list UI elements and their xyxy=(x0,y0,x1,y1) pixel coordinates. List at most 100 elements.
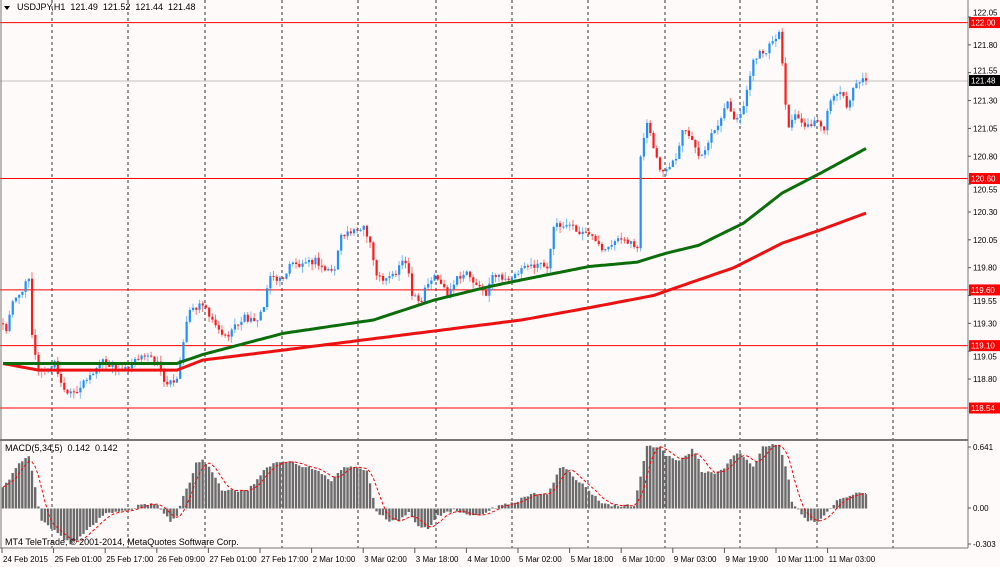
candle-body xyxy=(671,160,674,168)
candle-body xyxy=(816,120,819,122)
candle xyxy=(146,352,150,362)
macd-bar xyxy=(787,479,790,509)
candle xyxy=(861,72,864,86)
candle-body xyxy=(571,224,575,226)
ohlc-high: 121.52 xyxy=(102,2,131,12)
macd-bar xyxy=(17,463,21,509)
candle xyxy=(542,259,546,269)
macd-bar xyxy=(117,508,121,512)
macd-bar xyxy=(381,508,385,516)
macd-bar xyxy=(439,508,443,516)
candle-body xyxy=(108,364,111,367)
macd-bar xyxy=(75,508,79,541)
candle-body xyxy=(446,287,449,296)
candle xyxy=(646,119,649,144)
time-axis[interactable]: 24 Feb 2015 25 Feb 01:00 25 Feb 17:00 26 Fe… xyxy=(1,548,876,564)
macd-signal-line xyxy=(2,444,867,542)
candle xyxy=(459,271,462,284)
candle-body xyxy=(214,319,217,326)
candle xyxy=(819,119,823,132)
macd-bar xyxy=(220,490,224,509)
macd-main-value: 0.142 xyxy=(67,443,91,453)
macd-bar xyxy=(568,471,571,509)
macd-bar xyxy=(298,465,301,509)
price-axis[interactable]: 122.00 120.60 119.60 119.10 118.54 121.48 122.… xyxy=(968,9,1000,414)
level-price-label: 119.10 xyxy=(971,342,995,351)
macd-bar xyxy=(349,466,352,509)
candle xyxy=(346,226,349,240)
candle xyxy=(629,241,633,249)
candle xyxy=(76,385,79,394)
macd-bar xyxy=(584,487,588,509)
triangle-down-icon[interactable] xyxy=(4,5,10,10)
macd-bar xyxy=(307,466,311,509)
candle-body xyxy=(810,124,813,127)
macd-bar xyxy=(21,461,24,509)
candle xyxy=(729,97,732,112)
candle xyxy=(823,125,826,135)
macd-bar xyxy=(858,492,861,509)
candle xyxy=(314,255,317,269)
candle-body xyxy=(369,236,372,243)
candle-body xyxy=(797,114,800,119)
candle xyxy=(642,133,645,161)
chart-header: USDJPY,H1 121.49 121.52 121.44 121.48 xyxy=(4,2,195,13)
level-price-badge xyxy=(969,340,1000,352)
time-tick-label: 27 Feb 17:00 xyxy=(261,555,309,564)
macd-bar xyxy=(848,495,852,509)
macd-bar xyxy=(478,508,481,515)
candle xyxy=(713,129,716,134)
candle-body xyxy=(778,31,781,39)
candle xyxy=(655,145,658,159)
candle-body xyxy=(352,229,356,234)
macd-bar xyxy=(11,472,14,509)
macd-bar xyxy=(397,508,401,522)
candle xyxy=(439,274,443,285)
macd-bar xyxy=(172,508,175,519)
macd-bar xyxy=(816,508,819,522)
candle xyxy=(198,299,201,314)
candle xyxy=(858,81,861,89)
candle-body xyxy=(652,133,655,149)
candle xyxy=(5,322,8,334)
candle xyxy=(11,299,14,318)
candle-body xyxy=(317,257,320,266)
candle-body xyxy=(343,234,346,237)
candle-body xyxy=(388,276,391,279)
macd-bar xyxy=(752,466,755,509)
macd-bar xyxy=(529,493,533,509)
candle xyxy=(452,279,455,296)
candle xyxy=(375,259,378,280)
macd-bar xyxy=(14,468,18,509)
candle xyxy=(204,303,208,310)
macd-bar xyxy=(687,453,691,509)
macd-bar xyxy=(729,459,732,509)
candle-body xyxy=(742,106,745,115)
candle-body xyxy=(533,264,536,268)
candle xyxy=(243,312,246,323)
candle-body xyxy=(523,265,526,269)
candle xyxy=(565,218,568,229)
candle xyxy=(169,379,172,388)
macd-bar xyxy=(291,461,294,509)
candle xyxy=(575,224,578,232)
candle xyxy=(694,139,697,154)
candle xyxy=(365,224,369,243)
candle-body xyxy=(855,83,858,89)
candle-body xyxy=(191,307,195,310)
candle xyxy=(166,375,169,387)
macd-bar xyxy=(597,500,600,509)
candle xyxy=(237,324,240,330)
candle xyxy=(362,225,365,237)
candle-body xyxy=(584,231,588,233)
macd-bar xyxy=(726,463,729,509)
macd-bar xyxy=(674,460,678,509)
macd-bar xyxy=(430,508,433,526)
candle-body xyxy=(398,265,401,275)
candle-body xyxy=(517,273,520,275)
candle xyxy=(391,270,394,280)
candle-body xyxy=(224,334,227,336)
macd-bar xyxy=(214,477,217,509)
macd-bar xyxy=(574,480,578,509)
